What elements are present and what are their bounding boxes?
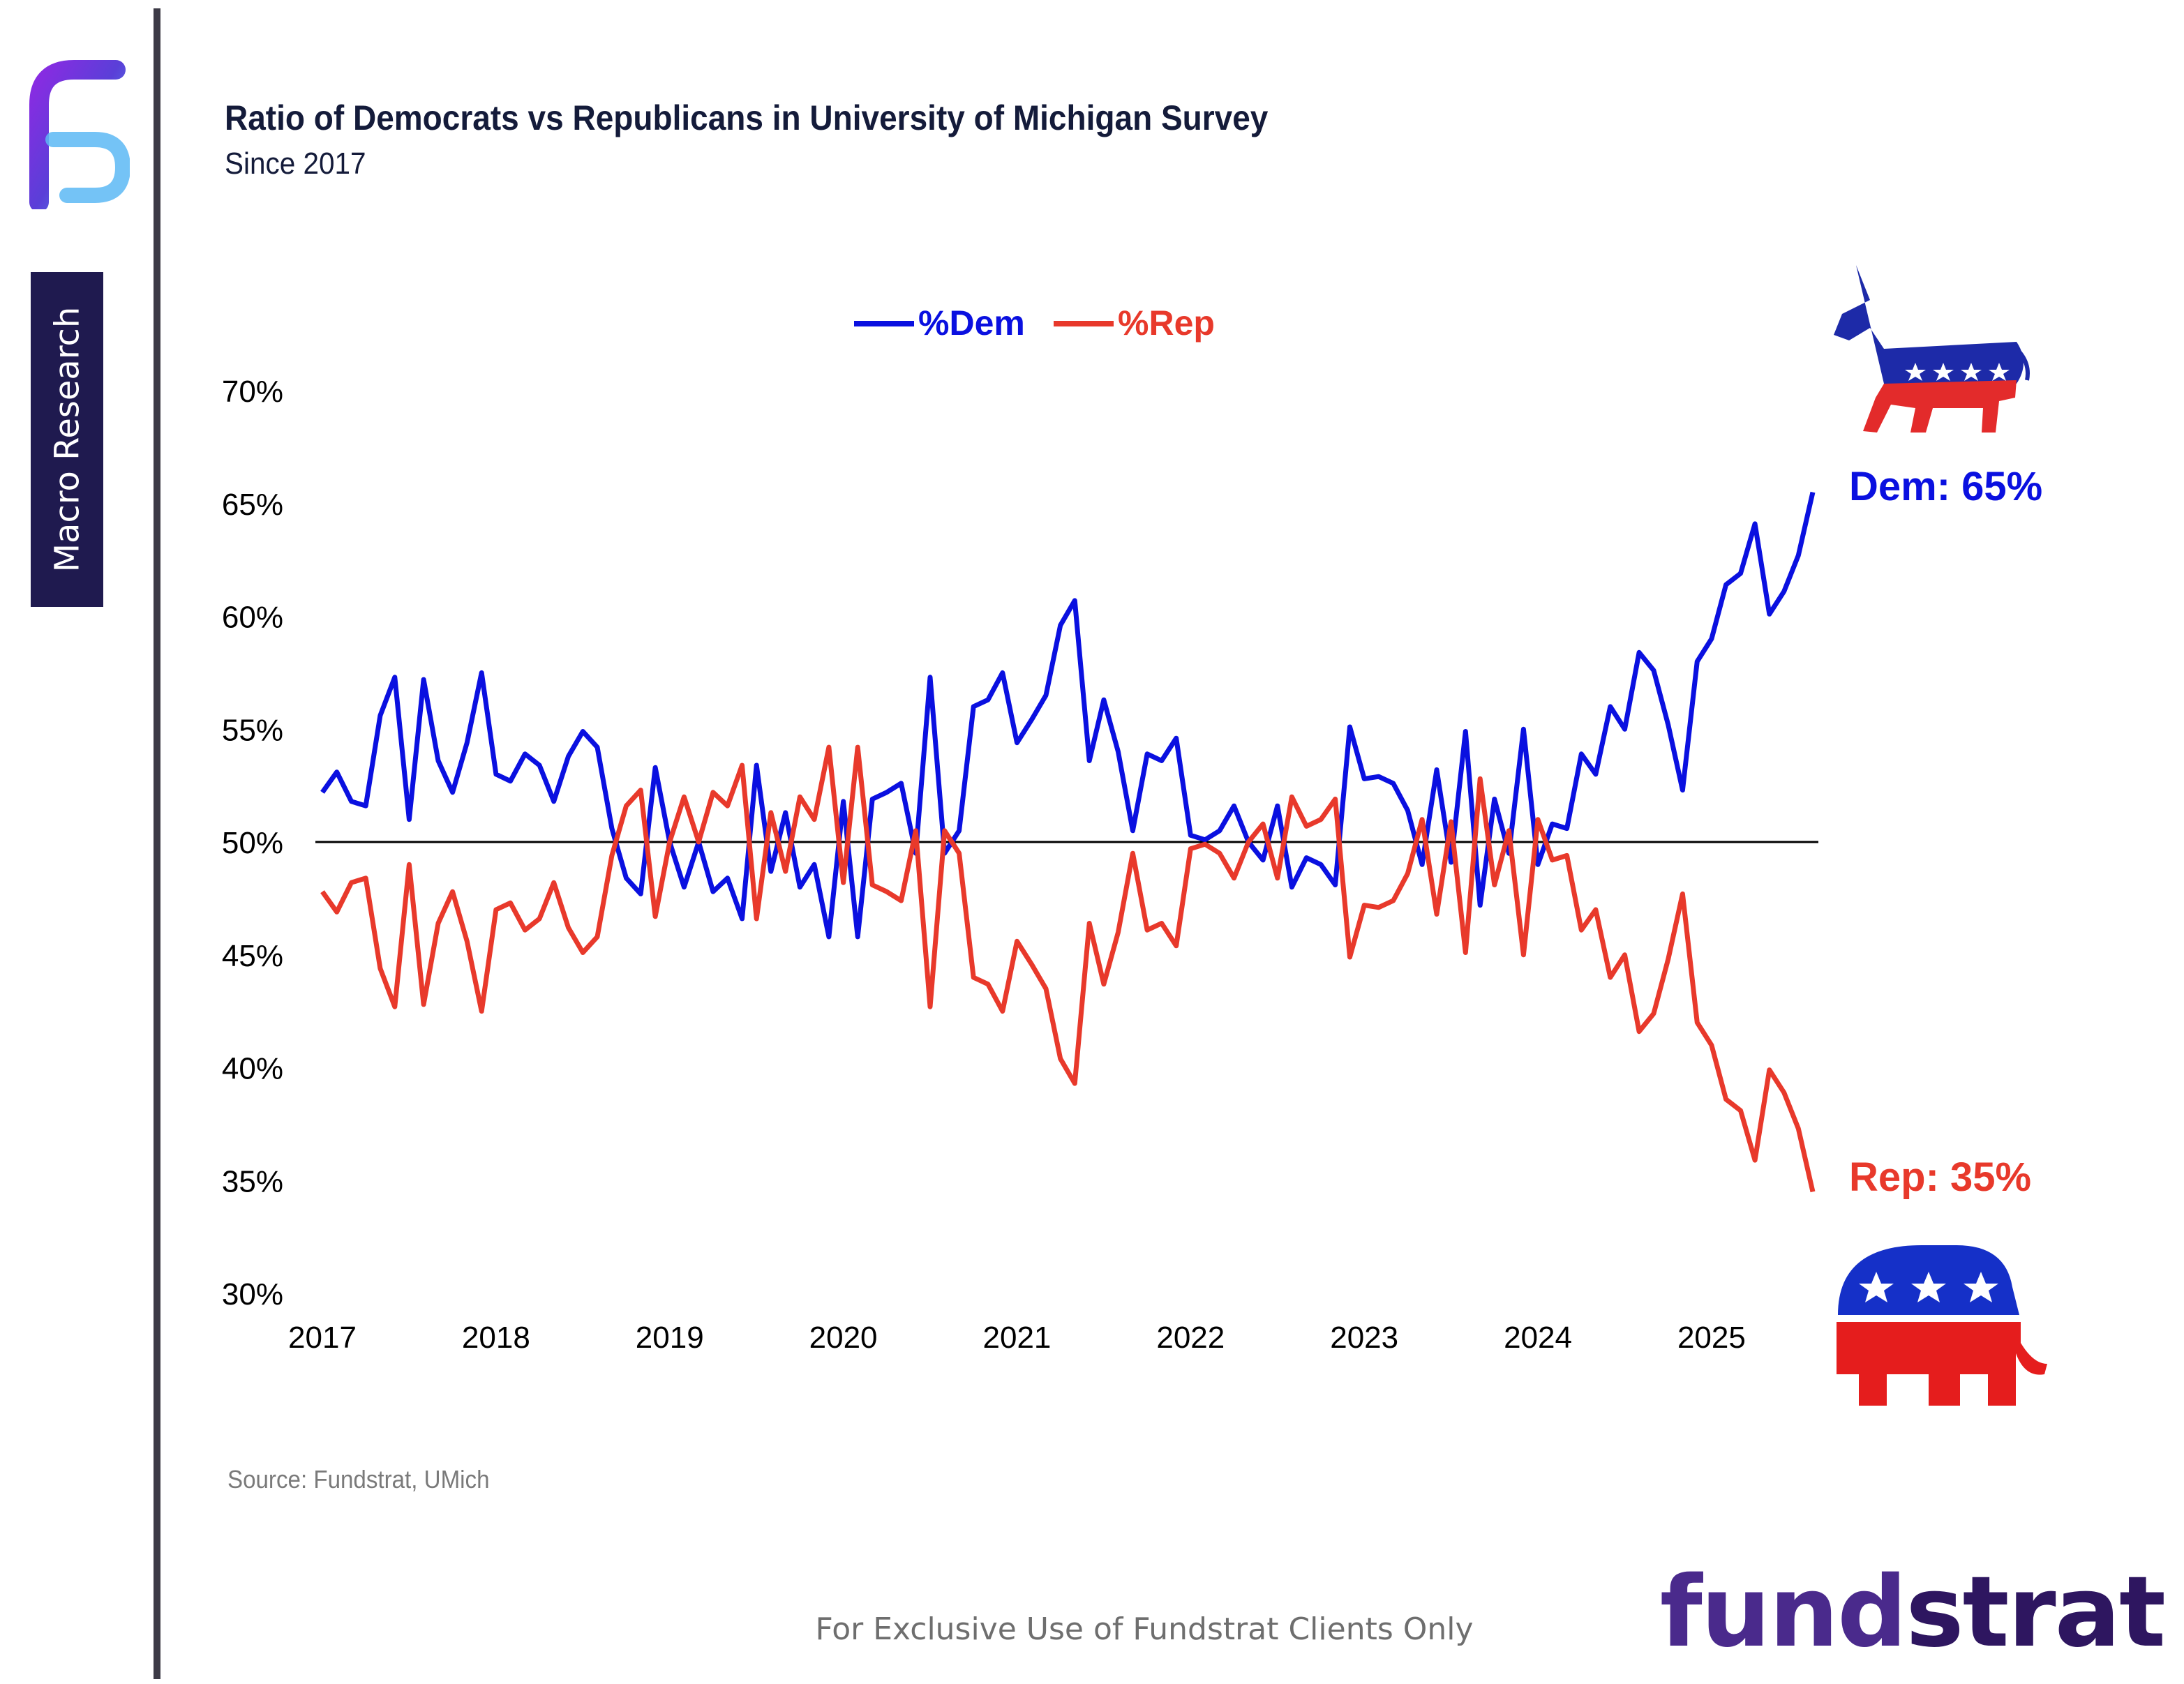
chart-legend: %Dem %Rep <box>854 303 1215 343</box>
legend-label-rep: %Rep <box>1118 303 1215 343</box>
x-tick-label: 2025 <box>1677 1321 1746 1355</box>
vertical-divider <box>154 8 160 1679</box>
y-tick-label: 65% <box>222 488 283 522</box>
y-tick-label: 45% <box>222 939 283 973</box>
source-note: Source: Fundstrat, UMich <box>227 1465 490 1494</box>
x-tick-label: 2019 <box>636 1321 704 1355</box>
brand-prefix: fund <box>1659 1556 1907 1669</box>
fundstrat-wordmark: fundstrat <box>1659 1556 2166 1669</box>
chart-title: Ratio of Democrats vs Republicans in Uni… <box>225 98 1269 137</box>
y-tick-label: 50% <box>222 826 283 860</box>
series-lines <box>320 491 1816 1193</box>
y-tick-label: 30% <box>222 1277 283 1311</box>
x-axis: 2017 2018 2019 2020 2021 2022 2023 2024 2025 <box>288 1321 1746 1355</box>
x-tick-label: 2017 <box>288 1321 357 1355</box>
fundstrat-f-logo-icon <box>29 60 130 209</box>
series-line-dem <box>320 491 1816 940</box>
disclaimer: For Exclusive Use of Fundstrat Clients O… <box>815 1611 1474 1647</box>
legend-label-dem: %Dem <box>918 303 1025 343</box>
rep-callout: Rep: 35% <box>1849 1155 2032 1200</box>
x-tick-label: 2020 <box>809 1321 878 1355</box>
y-axis: 30% 35% 40% 45% 50% 55% 60% 65% 70% <box>222 375 283 1311</box>
section-label: Macro Research <box>31 272 103 607</box>
y-tick-label: 60% <box>222 601 283 635</box>
series-line-rep <box>320 744 1816 1193</box>
chart-subtitle: Since 2017 <box>225 146 366 181</box>
y-tick-label: 70% <box>222 375 283 409</box>
republican-elephant-icon <box>1837 1245 2047 1406</box>
x-tick-label: 2021 <box>983 1321 1052 1355</box>
x-tick-label: 2024 <box>1504 1321 1572 1355</box>
x-tick-label: 2022 <box>1156 1321 1225 1355</box>
x-tick-label: 2018 <box>462 1321 530 1355</box>
dem-callout: Dem: 65% <box>1849 464 2043 509</box>
y-tick-label: 35% <box>222 1164 283 1198</box>
y-tick-label: 40% <box>222 1052 283 1086</box>
x-tick-label: 2023 <box>1330 1321 1398 1355</box>
y-tick-label: 55% <box>222 713 283 747</box>
brand-suffix: strat <box>1906 1556 2166 1669</box>
democratic-donkey-icon <box>1834 265 2030 433</box>
